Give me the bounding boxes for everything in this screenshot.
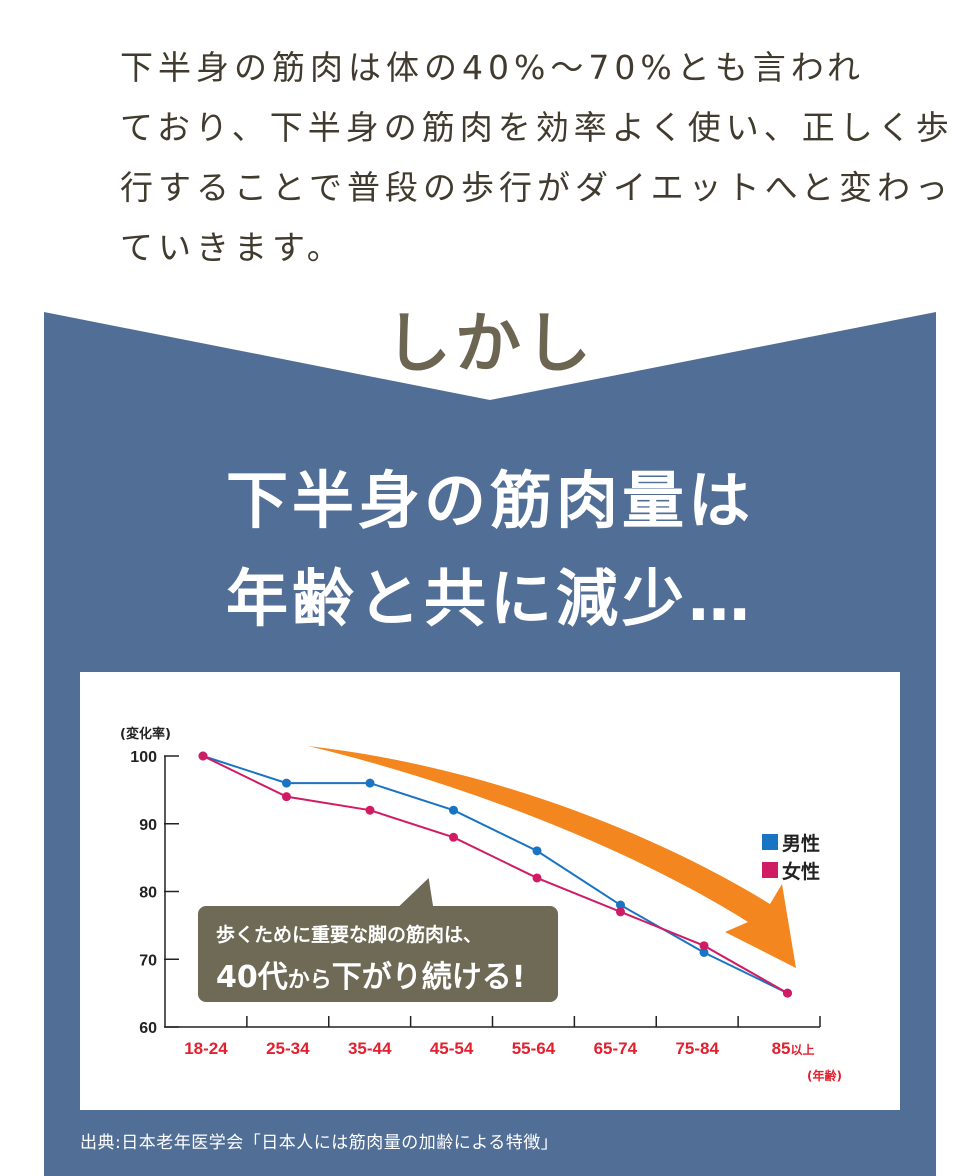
legend-swatch-male — [762, 834, 778, 850]
data-point-male — [449, 805, 458, 815]
data-point-female — [699, 941, 709, 951]
series-line-female — [202, 755, 788, 994]
x-tick-label: 45-54 — [430, 1039, 474, 1058]
intro-line: 行することで普段の歩行がダイエットへと変わっ — [120, 168, 954, 207]
y-tick-label: 60 — [139, 1020, 157, 1037]
data-point-male — [365, 778, 375, 788]
legend-swatch-female — [762, 862, 778, 878]
data-point-male — [532, 846, 542, 856]
intro-line: ており、下半身の筋肉を効率よく使い、正しく歩 — [120, 108, 954, 147]
x-tick-label: 65-74 — [594, 1039, 638, 1058]
headline-line-1: 下半身の筋肉量は — [225, 464, 754, 537]
series-line-male — [202, 755, 788, 995]
intro-line: ていきます。 — [120, 228, 345, 267]
legend-item-female: 女性 — [762, 856, 820, 884]
annotation-callout: 歩くために重要な脚の筋肉は、 40代から下がり続ける! — [198, 878, 558, 1002]
y-axis-label: (変化率) — [120, 726, 171, 742]
headline-line-2: 年齢と共に減少… — [225, 562, 754, 635]
callout-line-2: 40代から下がり続ける! — [216, 952, 525, 996]
data-point-male — [282, 778, 291, 788]
legend-label-male: 男性 — [782, 832, 821, 855]
x-tick-label: 25-34 — [266, 1039, 310, 1058]
intro-paragraph: 下半身の筋肉は体の40%～70%とも言われ ており、下半身の筋肉を効率よく使い、… — [120, 38, 954, 278]
x-tick-label: 35-44 — [348, 1039, 392, 1058]
data-point-female — [449, 832, 458, 842]
data-point-female — [365, 805, 375, 815]
x-tick-label: 85以上 — [772, 1039, 815, 1058]
x-tick-label: 75-84 — [675, 1039, 719, 1058]
x-tick-label: 55-64 — [512, 1039, 556, 1058]
data-point-male — [616, 900, 625, 910]
y-tick-label: 90 — [139, 817, 157, 834]
chart-card: 100 90 80 70 60 (変化率) 18-24 25-34 35-44 45-54 55-6… — [80, 672, 900, 1110]
line-chart: 100 90 80 70 60 (変化率) 18-24 25-34 35-44 45-54 55-6… — [120, 726, 842, 1083]
callout-line-1: 歩くために重要な脚の筋肉は、 — [216, 924, 483, 946]
y-tick-label: 70 — [139, 952, 157, 969]
y-tick-label: 80 — [139, 885, 157, 902]
data-point-female — [616, 907, 625, 917]
y-tick-label: 100 — [130, 749, 157, 766]
divider-label: しかし — [385, 305, 595, 382]
callout-decade: 40代 — [216, 960, 288, 995]
headline: 下半身の筋肉量は 年齢と共に減少… — [0, 452, 980, 648]
callout-rest: 下がり続ける! — [331, 960, 526, 995]
source-citation: 出典:日本老年医学会「日本人には筋肉量の加齢による特徴」 — [80, 1133, 559, 1153]
data-point-female — [783, 988, 792, 998]
legend-item-male: 男性 — [762, 828, 820, 856]
x-tick-suffix: 以上 — [791, 1042, 815, 1057]
x-axis-unit: (年齢) — [807, 1068, 842, 1083]
chart-legend: 男性 女性 — [762, 828, 820, 884]
data-point-female — [198, 751, 208, 761]
data-point-male — [699, 947, 709, 957]
intro-line: 下半身の筋肉は体の40%～70%とも言われ — [120, 48, 866, 87]
legend-label-female: 女性 — [782, 860, 821, 883]
data-point-female — [532, 873, 542, 883]
x-tick-label: 18-24 — [184, 1039, 228, 1058]
callout-particle: から — [287, 968, 332, 993]
data-point-female — [282, 792, 291, 802]
